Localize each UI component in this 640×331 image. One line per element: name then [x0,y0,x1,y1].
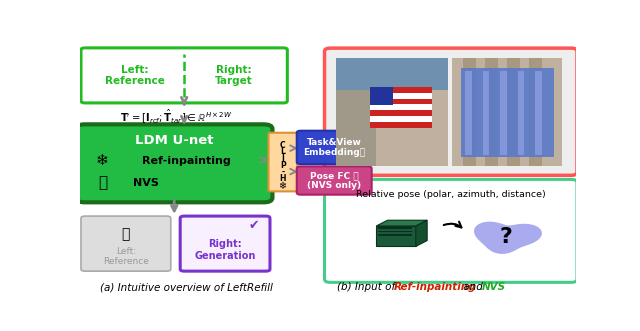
Polygon shape [474,222,542,254]
Text: ❄️: ❄️ [97,153,109,168]
FancyBboxPatch shape [269,133,297,191]
Bar [337,58,376,166]
Bar [483,71,490,155]
Bar [378,227,412,229]
Text: Task&View
Embedding🔥: Task&View Embedding🔥 [303,138,365,157]
Text: Ref-inpainting: Ref-inpainting [142,156,231,166]
Bar [337,58,448,166]
Bar [370,93,431,99]
Text: (b) Input of: (b) Input of [337,282,398,293]
Text: NVS: NVS [481,282,506,293]
Bar [370,87,431,93]
Text: NVS: NVS [132,178,159,188]
Text: 🔥: 🔥 [99,175,108,190]
Bar [376,58,448,166]
Bar [452,58,562,166]
Text: -: - [282,167,284,177]
Text: L: L [280,148,285,157]
Bar [461,69,554,157]
Text: ?: ? [500,227,513,247]
Bar [529,58,542,166]
FancyBboxPatch shape [297,166,372,195]
Text: $\mathbf{T'} = [\mathbf{I}_{rcf};\hat{\mathbf{T}}_{tar}] \in \mathbb{R}^{H\times: $\mathbf{T'} = [\mathbf{I}_{rcf};\hat{\m… [120,109,232,126]
Polygon shape [376,220,427,226]
Bar [370,99,431,105]
Text: ✔: ✔ [248,219,259,232]
FancyBboxPatch shape [297,131,372,164]
FancyBboxPatch shape [324,179,577,282]
FancyBboxPatch shape [76,124,273,202]
Bar [536,71,542,155]
Bar [370,87,394,105]
Text: Relative pose (polar, azimuth, distance): Relative pose (polar, azimuth, distance) [356,190,546,199]
Bar [485,58,498,166]
Text: Left:
Reference: Left: Reference [103,247,149,266]
Text: Pose FC 🔥
(NVS only): Pose FC 🔥 (NVS only) [307,171,361,190]
Text: H: H [280,174,286,183]
Text: 🗑️: 🗑️ [122,227,130,241]
FancyBboxPatch shape [81,216,171,271]
Bar [370,110,431,116]
Text: ❄️: ❄️ [279,181,287,191]
Text: Ref-inpainting: Ref-inpainting [394,282,476,293]
FancyBboxPatch shape [324,48,577,175]
Bar [370,105,431,110]
FancyBboxPatch shape [81,48,287,103]
Bar [518,71,524,155]
Text: Left:
Reference: Left: Reference [104,65,164,86]
Bar [465,71,472,155]
Text: Right:
Target: Right: Target [215,65,253,86]
FancyBboxPatch shape [180,216,270,271]
Text: Right:
Generation: Right: Generation [195,239,256,260]
Bar [370,116,431,122]
Text: C: C [280,141,285,150]
Bar [337,58,448,90]
Text: LDM U-net: LDM U-net [135,134,214,147]
Text: (a) Intuitive overview of LeftRefill: (a) Intuitive overview of LeftRefill [100,282,273,293]
Bar [370,122,431,128]
Bar [378,234,412,236]
Polygon shape [416,220,427,246]
Bar [378,231,412,232]
Bar [507,58,520,166]
Text: P: P [280,161,285,170]
Bar [463,58,476,166]
Polygon shape [376,226,416,246]
Bar [500,71,507,155]
Text: and: and [460,282,486,293]
Text: I: I [282,154,284,163]
